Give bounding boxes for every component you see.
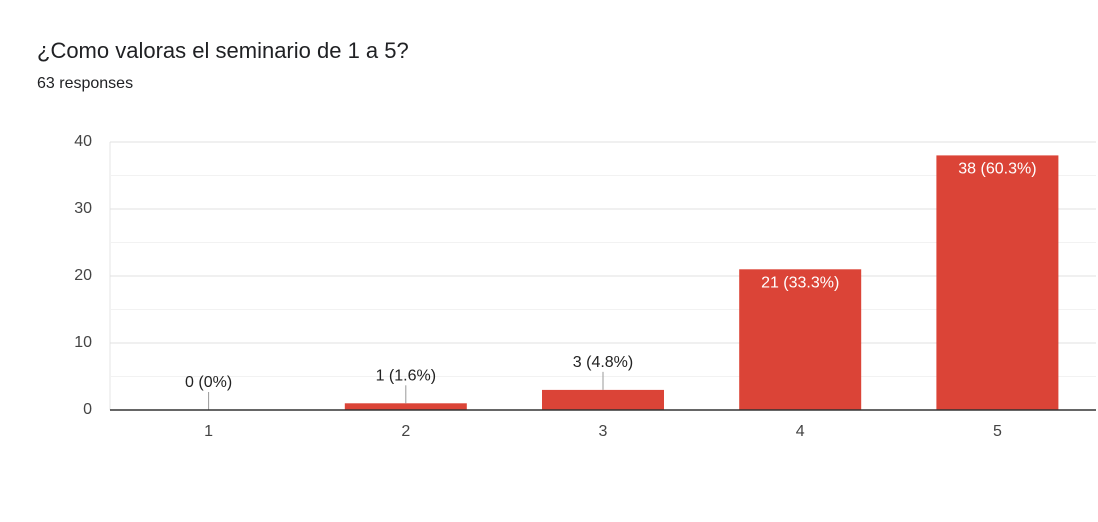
bar bbox=[739, 269, 862, 410]
x-tick-label: 4 bbox=[796, 423, 805, 440]
bar bbox=[936, 155, 1059, 410]
value-label: 0 (0%) bbox=[185, 374, 232, 391]
bar bbox=[542, 389, 664, 410]
value-label: 38 (60.3%) bbox=[958, 161, 1036, 178]
chart-subtitle: 63 responses bbox=[37, 75, 133, 92]
value-label: 3 (4.8%) bbox=[573, 354, 633, 371]
x-tick-label: 1 bbox=[204, 423, 213, 440]
chart-title: ¿Como valoras el seminario de 1 a 5? bbox=[37, 38, 409, 63]
x-tick-label: 5 bbox=[993, 423, 1002, 440]
value-label: 21 (33.3%) bbox=[761, 275, 839, 292]
y-tick-label: 30 bbox=[74, 200, 92, 217]
y-tick-label: 20 bbox=[74, 267, 92, 284]
y-tick-label: 40 bbox=[74, 133, 92, 150]
value-label: 1 (1.6%) bbox=[376, 368, 436, 385]
y-tick-label: 0 bbox=[83, 401, 92, 418]
y-tick-label: 10 bbox=[74, 334, 92, 351]
bar bbox=[344, 403, 467, 410]
x-tick-label: 2 bbox=[401, 423, 410, 440]
x-tick-label: 3 bbox=[599, 423, 608, 440]
